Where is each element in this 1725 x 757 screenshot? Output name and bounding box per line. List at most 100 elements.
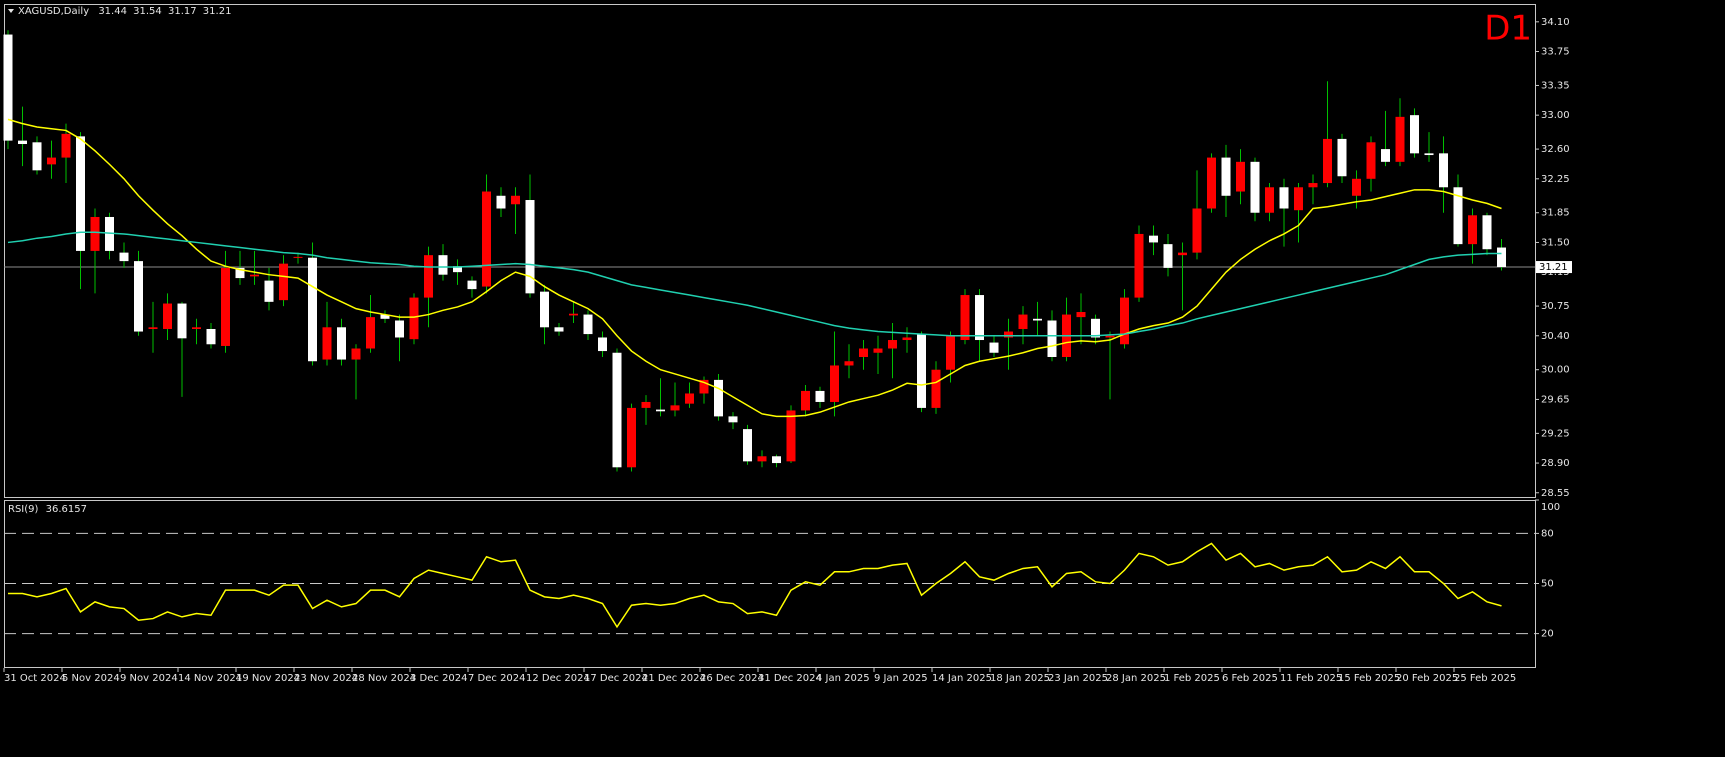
candle-body — [1163, 244, 1173, 268]
y-tick-label: 29.25 — [1541, 428, 1570, 439]
candle-body — [32, 142, 42, 171]
candle-body — [264, 280, 274, 302]
x-tick-label: 5 Nov 2024 — [62, 673, 120, 684]
candle-body — [293, 256, 303, 258]
rsi-line — [8, 542, 1502, 629]
candle-body — [61, 133, 71, 158]
candle-body — [859, 348, 868, 357]
y-tick-label: 31.50 — [1541, 237, 1570, 248]
candle-body — [786, 410, 796, 462]
candle-body — [569, 313, 578, 316]
moving-average — [7, 118, 1502, 418]
candle-body — [1366, 142, 1376, 179]
candle-body — [76, 136, 85, 251]
y-tick-label: 33.35 — [1541, 80, 1570, 91]
y-tick-label: 100 — [1541, 502, 1560, 513]
candle-body — [960, 295, 970, 341]
x-tick-label: 12 Dec 2024 — [526, 673, 590, 684]
x-tick-label: 18 Jan 2025 — [990, 673, 1050, 684]
candle-body — [1265, 187, 1274, 213]
candle-body — [467, 280, 477, 290]
candle-body — [612, 352, 622, 468]
rsi-header: RSI(9) 36.6157 — [8, 504, 87, 515]
candle-body — [1091, 318, 1100, 338]
rsi-title: RSI(9) — [8, 504, 39, 515]
y-tick-label: 50 — [1541, 579, 1554, 590]
candle-body — [496, 195, 506, 209]
candle-body — [598, 337, 607, 352]
y-tick-label: 32.25 — [1541, 174, 1570, 185]
candle-body — [250, 274, 259, 277]
candle-body — [192, 327, 201, 329]
candle-body — [308, 257, 317, 362]
candle-body — [1018, 314, 1028, 329]
candle-body — [119, 252, 129, 262]
y-tick-label: 28.90 — [1541, 458, 1570, 469]
price-tag — [1536, 261, 1572, 274]
candle-body — [206, 328, 216, 345]
candle-body — [757, 456, 767, 462]
candle-body — [1105, 335, 1115, 338]
candle-body — [148, 327, 158, 329]
candle-body — [1352, 178, 1361, 196]
candle-body — [438, 255, 448, 275]
price-tag-label: 31.21 — [1539, 262, 1568, 273]
x-tick-label: 19 Nov 2024 — [236, 673, 300, 684]
candle-body — [395, 320, 404, 338]
x-tick-label: 11 Feb 2025 — [1280, 673, 1342, 684]
candle-body — [830, 365, 839, 402]
menu-triangle[interactable] — [8, 9, 14, 13]
rsi-plot: 100 80 50 20 — [4, 499, 1560, 640]
x-tick-label: 6 Feb 2025 — [1222, 673, 1278, 684]
candle-body — [743, 429, 752, 462]
candle-body — [163, 303, 172, 329]
candle-body — [177, 303, 187, 339]
candle-body — [1221, 157, 1231, 196]
candle-body — [1395, 116, 1405, 162]
candle-body — [815, 390, 825, 402]
candle-body — [1337, 138, 1347, 177]
candle-body — [1004, 331, 1013, 338]
candle-body — [525, 200, 535, 294]
candle-body — [279, 263, 288, 301]
x-tick-label: 17 Dec 2024 — [584, 673, 648, 684]
x-tick-label: 25 Feb 2025 — [1454, 673, 1516, 684]
candle-body — [366, 317, 375, 349]
x-tick-label: 14 Jan 2025 — [932, 673, 992, 684]
y-tick-label: 34.10 — [1541, 17, 1570, 28]
x-tick-label: 9 Jan 2025 — [874, 673, 928, 684]
y-tick-label: 30.75 — [1541, 301, 1570, 312]
candle-body — [134, 261, 143, 332]
candle-body — [511, 195, 520, 205]
x-tick-label: 14 Nov 2024 — [178, 673, 242, 684]
candle-body — [699, 379, 709, 394]
candle-body — [351, 348, 361, 360]
price-panel — [4, 4, 1536, 498]
candle-body — [989, 342, 999, 353]
candle-body — [1178, 252, 1187, 256]
y-tick-label: 29.65 — [1541, 394, 1570, 405]
candle-body — [728, 416, 738, 423]
high-value: 31.54 — [133, 6, 162, 17]
candle-body — [105, 216, 114, 251]
candle-body — [1308, 183, 1318, 188]
y-tick-label: 80 — [1541, 528, 1554, 539]
open-value: 31.44 — [98, 6, 127, 17]
candle-body — [554, 327, 564, 332]
candle-body — [1279, 187, 1289, 209]
candle-body — [670, 405, 680, 411]
candle-body — [409, 297, 419, 340]
candle-body — [3, 34, 13, 141]
x-tick-label: 7 Dec 2024 — [468, 673, 526, 684]
candle-body — [1047, 320, 1057, 357]
candle-body — [221, 267, 230, 346]
x-tick-label: 28 Jan 2025 — [1106, 673, 1166, 684]
x-tick-label: 9 Nov 2024 — [120, 673, 178, 684]
x-tick-label: 4 Jan 2025 — [816, 673, 870, 684]
candle-body — [873, 348, 883, 353]
candle-body — [641, 401, 651, 408]
candle-body — [627, 407, 636, 468]
candle-body — [656, 409, 665, 412]
x-tick-label: 31 Dec 2024 — [758, 673, 822, 684]
